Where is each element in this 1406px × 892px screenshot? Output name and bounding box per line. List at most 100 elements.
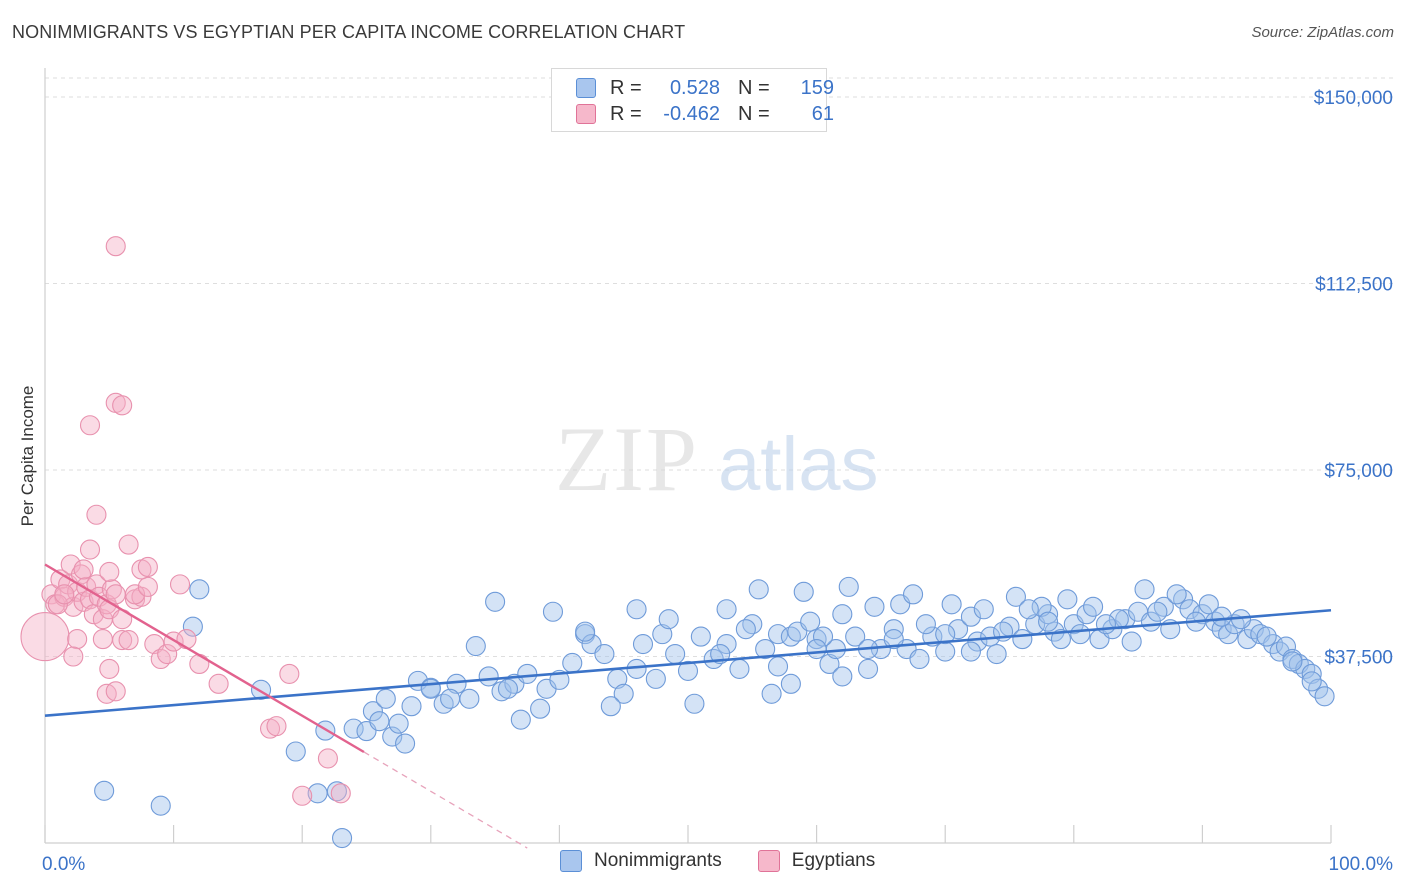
nonimmigrants-point (575, 621, 596, 642)
source-label: Source: ZipAtlas.com (1251, 24, 1394, 41)
nonimmigrants-point (967, 631, 988, 652)
nonimmigrants-point (780, 673, 801, 694)
nonimmigrants-point (1301, 671, 1322, 692)
nonimmigrants-point (530, 698, 551, 719)
nonimmigrants-point (665, 643, 686, 665)
axes (44, 68, 1332, 844)
nonimmigrants-point (465, 636, 486, 657)
egyptians-point (330, 783, 351, 804)
egyptians-point (189, 653, 210, 675)
nonimmigrants-point (1147, 601, 1168, 622)
egyptians-trend-line (44, 563, 365, 754)
nonimmigrants-point (1134, 579, 1155, 600)
egyptians-point (157, 643, 178, 665)
nonimmigrants-point (1198, 594, 1219, 615)
y-tick-label: $150,000 (1314, 88, 1393, 109)
nonimmigrants-point (375, 688, 396, 709)
egyptians-point (99, 561, 120, 583)
egyptians-point (208, 673, 229, 694)
nonimmigrants-point (497, 678, 519, 699)
egyptians-point (99, 658, 120, 679)
nonimmigrants-point (632, 634, 654, 655)
nonimmigrants-point (948, 619, 969, 640)
nonimmigrants-point (1166, 584, 1187, 605)
nonimmigrants-point (658, 609, 679, 630)
r-value: 0.528 (669, 76, 720, 99)
nonimmigrants-point (845, 626, 866, 647)
egyptians-point (137, 556, 158, 578)
nonimmigrants-point (1121, 631, 1142, 652)
nonimmigrants-point (735, 619, 756, 640)
nonimmigrants-point (812, 626, 834, 647)
egyptians-point (105, 236, 126, 257)
nonimmigrants-point (613, 683, 634, 704)
nonimmigrants-point (182, 616, 203, 637)
trend-lines (44, 563, 1332, 849)
egyptians-point (124, 584, 146, 605)
n-label: N = (738, 76, 770, 99)
nonimmigrants-point (542, 601, 564, 622)
nonimmigrants-point (935, 624, 956, 645)
nonimmigrants-point (915, 614, 936, 635)
legend-swatch-egyptians (757, 850, 780, 872)
nonimmigrants-point (755, 638, 776, 660)
nonimmigrants-point (1275, 636, 1297, 657)
nonimmigrants-point (960, 606, 981, 627)
r-label: R = (610, 102, 642, 125)
nonimmigrants-point (395, 733, 416, 754)
nonimmigrants-point (986, 643, 1007, 665)
nonimmigrants-point (343, 718, 364, 739)
egyptians-point (86, 504, 107, 525)
x-tick-label: 0.0% (42, 854, 85, 875)
series-legend: Nonimmigrants Egyptians (560, 850, 911, 872)
r-value: -0.462 (663, 102, 720, 125)
x-tick-labels: 0.0% 100.0% (42, 854, 1393, 875)
nonimmigrants-point (1083, 596, 1104, 617)
nonimmigrants-point (485, 591, 506, 612)
nonimmigrants-point (1256, 626, 1277, 647)
nonimmigrants-point (761, 683, 782, 704)
legend-swatch-blue (576, 78, 596, 98)
egyptians-point (112, 630, 133, 651)
nonimmigrants-point (285, 741, 306, 762)
legend-swatch-nonimmigrants (560, 850, 582, 872)
nonimmigrants-point (1057, 589, 1078, 610)
nonimmigrants-point (793, 581, 814, 602)
nonimmigrants-point (819, 653, 840, 675)
nonimmigrants-point (401, 696, 422, 717)
nonimmigrants-point (716, 634, 737, 655)
nonimmigrants-point (1018, 599, 1039, 620)
nonimmigrants-point (806, 638, 827, 660)
nonimmigrants-point (369, 711, 390, 732)
nonimmigrants-point (420, 678, 441, 699)
egyptians-point (79, 539, 101, 560)
egyptians-point (266, 716, 287, 737)
egyptians-point (292, 785, 313, 806)
nonimmigrants-point (1070, 624, 1091, 645)
egyptians-point (54, 584, 75, 605)
egyptians-point (63, 646, 84, 667)
nonimmigrants-point (652, 624, 673, 645)
nonimmigrants-point (864, 596, 885, 617)
series-egyptians (20, 236, 351, 806)
nonimmigrants-point (767, 624, 789, 645)
nonimmigrants-point (459, 688, 480, 709)
nonimmigrants-point (1095, 614, 1116, 635)
nonimmigrants-point (332, 827, 353, 849)
nonimmigrants-point (189, 579, 210, 600)
nonimmigrants-point (388, 713, 409, 734)
legend-item-nonimmigrants[interactable]: Nonimmigrants (560, 850, 722, 872)
x-tick-label: 100.0% (1329, 854, 1394, 875)
nonimmigrants-point (626, 599, 647, 620)
nonimmigrants-point (677, 660, 699, 681)
legend-item-egyptians[interactable]: Egyptians (757, 850, 875, 872)
y-tick-label: $37,500 (1324, 648, 1393, 669)
nonimmigrants-point (935, 641, 956, 662)
nonimmigrants-point (1038, 611, 1059, 632)
nonimmigrants-point (1237, 629, 1258, 650)
nonimmigrants-point (902, 584, 924, 605)
legend-row-egyptians: R = -0.462 N = 61 (576, 102, 834, 126)
series-nonimmigrants (94, 576, 1335, 849)
chart-title: NONIMMIGRANTS VS EGYPTIAN PER CAPITA INC… (12, 22, 686, 42)
